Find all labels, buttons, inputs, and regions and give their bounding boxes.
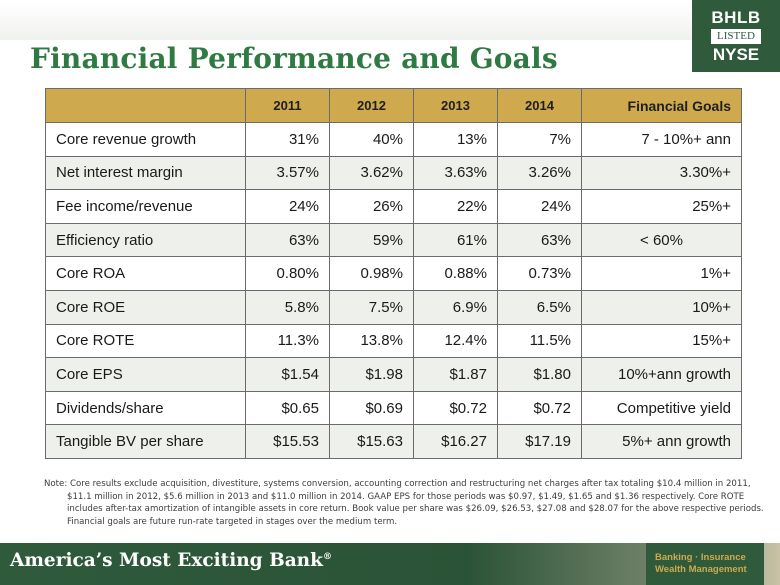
value-cell-2014: 63%: [497, 222, 582, 258]
value-cell-2014: 7%: [497, 122, 582, 157]
top-band: [0, 0, 780, 40]
value-cell-2013: $0.72: [413, 390, 498, 426]
table-row: Net interest margin 3.57% 3.62% 3.63% 3.…: [45, 155, 742, 191]
logo-exchange: NYSE: [712, 44, 760, 64]
value-cell-2011: 24%: [245, 189, 330, 224]
column-header-goals: Financial Goals: [581, 88, 742, 123]
value-cell-2012: 40%: [329, 122, 414, 157]
value-cell-2011: 0.80%: [245, 256, 330, 291]
tagline-text: America’s Most Exciting Bank: [10, 550, 323, 571]
value-cell-2012: 0.98%: [329, 256, 414, 291]
value-cell-2014: 0.73%: [497, 256, 582, 291]
table-row: Core EPS $1.54 $1.98 $1.87 $1.80 10%+ann…: [45, 357, 742, 392]
brand-box: Banking · Insurance Wealth Management: [646, 543, 764, 585]
column-header-2014: 2014: [497, 88, 582, 123]
logo-ticker: BHLB: [711, 7, 761, 27]
brand-line-2: Wealth Management: [655, 564, 747, 575]
value-cell-2014: 11.5%: [497, 323, 582, 359]
metric-cell: Fee income/revenue: [45, 189, 246, 224]
goal-cell: 5%+ ann growth: [581, 424, 742, 459]
value-cell-2013: $16.27: [413, 424, 498, 459]
value-cell-2014: 24%: [497, 189, 582, 224]
value-cell-2012: 7.5%: [329, 289, 414, 325]
metric-cell: Core ROA: [45, 256, 246, 291]
page-title: Financial Performance and Goals: [30, 42, 558, 75]
table-row: Efficiency ratio 63% 59% 61% 63% < 60%: [45, 222, 742, 258]
value-cell-2011: $0.65: [245, 390, 330, 426]
registered-mark: ®: [322, 551, 332, 562]
value-cell-2011: 11.3%: [245, 323, 330, 359]
value-cell-2013: 61%: [413, 222, 498, 258]
goal-cell: 25%+: [581, 189, 742, 224]
value-cell-2011: 63%: [245, 222, 330, 258]
table-row: Core revenue growth 31% 40% 13% 7% 7 - 1…: [45, 122, 742, 157]
table-row: Core ROE 5.8% 7.5% 6.9% 6.5% 10%+: [45, 289, 742, 325]
goal-cell: 1%+: [581, 256, 742, 291]
metric-cell: Dividends/share: [45, 390, 246, 426]
footnote: Note: Core results exclude acquisition, …: [44, 479, 764, 527]
goal-cell: 10%+ann growth: [581, 357, 742, 392]
value-cell-2011: 31%: [245, 122, 330, 157]
value-cell-2014: $0.72: [497, 390, 582, 426]
column-header-metric: [45, 88, 246, 123]
metric-cell: Net interest margin: [45, 155, 246, 191]
brand-line-1: Banking · Insurance: [655, 552, 746, 563]
metric-cell: Core revenue growth: [45, 122, 246, 157]
table-header-row: 2011 2012 2013 2014 Financial Goals: [45, 88, 742, 123]
value-cell-2014: $17.19: [497, 424, 582, 459]
value-cell-2012: $15.63: [329, 424, 414, 459]
value-cell-2013: 3.63%: [413, 155, 498, 191]
goal-cell: < 60%: [581, 222, 742, 258]
value-cell-2011: 3.57%: [245, 155, 330, 191]
goal-cell: Competitive yield: [581, 390, 742, 426]
value-cell-2014: 3.26%: [497, 155, 582, 191]
value-cell-2012: $1.98: [329, 357, 414, 392]
value-cell-2011: $1.54: [245, 357, 330, 392]
value-cell-2013: 6.9%: [413, 289, 498, 325]
value-cell-2014: 6.5%: [497, 289, 582, 325]
footer-tagline: America’s Most Exciting Bank®: [10, 550, 332, 571]
table-row: Core ROA 0.80% 0.98% 0.88% 0.73% 1%+: [45, 256, 742, 291]
table-row: Dividends/share $0.65 $0.69 $0.72 $0.72 …: [45, 390, 742, 426]
goal-cell: 3.30%+: [581, 155, 742, 191]
metric-cell: Core ROTE: [45, 323, 246, 359]
value-cell-2011: 5.8%: [245, 289, 330, 325]
value-cell-2013: $1.87: [413, 357, 498, 392]
metric-cell: Efficiency ratio: [45, 222, 246, 258]
value-cell-2013: 0.88%: [413, 256, 498, 291]
goal-cell: 7 - 10%+ ann: [581, 122, 742, 157]
table-row: Fee income/revenue 24% 26% 22% 24% 25%+: [45, 189, 742, 224]
value-cell-2012: 3.62%: [329, 155, 414, 191]
performance-table: 2011 2012 2013 2014 Financial Goals Core…: [45, 88, 742, 459]
value-cell-2012: 59%: [329, 222, 414, 258]
column-header-2013: 2013: [413, 88, 498, 123]
goal-cell: 15%+: [581, 323, 742, 359]
value-cell-2014: $1.80: [497, 357, 582, 392]
column-header-2011: 2011: [245, 88, 330, 123]
metric-cell: Core ROE: [45, 289, 246, 325]
value-cell-2012: 13.8%: [329, 323, 414, 359]
bhlb-nyse-logo: BHLB LISTED NYSE: [692, 0, 780, 72]
column-header-2012: 2012: [329, 88, 414, 123]
value-cell-2012: $0.69: [329, 390, 414, 426]
value-cell-2011: $15.53: [245, 424, 330, 459]
metric-cell: Tangible BV per share: [45, 424, 246, 459]
metric-cell: Core EPS: [45, 357, 246, 392]
table-row: Tangible BV per share $15.53 $15.63 $16.…: [45, 424, 742, 459]
logo-listed: LISTED: [711, 28, 761, 44]
table-row: Core ROTE 11.3% 13.8% 12.4% 11.5% 15%+: [45, 323, 742, 359]
value-cell-2013: 22%: [413, 189, 498, 224]
value-cell-2013: 12.4%: [413, 323, 498, 359]
goal-cell: 10%+: [581, 289, 742, 325]
value-cell-2013: 13%: [413, 122, 498, 157]
value-cell-2012: 26%: [329, 189, 414, 224]
